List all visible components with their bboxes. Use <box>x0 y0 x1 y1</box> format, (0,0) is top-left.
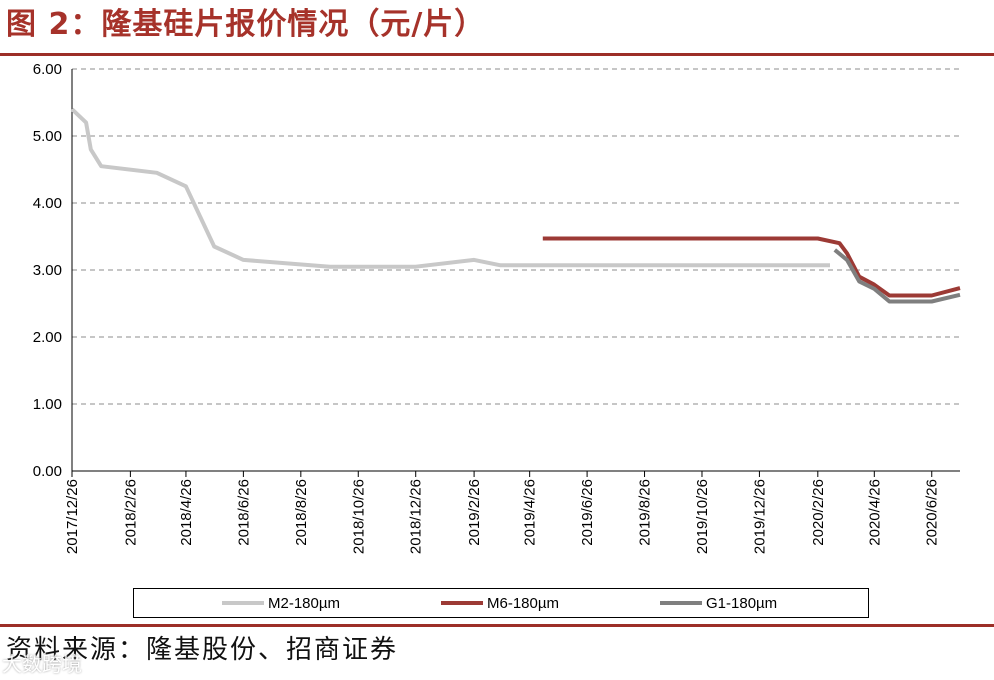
series-lines <box>70 107 961 304</box>
x-tick-label: 2019/2/26 <box>466 479 483 546</box>
legend-label-g1: G1-180µm <box>706 594 778 612</box>
watermark-text: 大数跨境 <box>2 652 82 676</box>
legend-item-g1: G1-180µm <box>660 589 777 617</box>
x-tick-label: 2018/12/26 <box>408 479 425 554</box>
series-line-1 <box>70 107 830 269</box>
x-tick-label: 2020/6/26 <box>924 479 941 546</box>
y-tick-label: 6.00 <box>33 61 62 78</box>
y-tick-label: 5.00 <box>33 128 62 145</box>
legend-label-m6: M6-180µm <box>487 594 559 612</box>
source-divider <box>0 624 994 627</box>
title-divider <box>0 53 994 56</box>
series-line-2 <box>542 236 961 298</box>
x-tick-label: 2018/6/26 <box>235 479 252 546</box>
x-tick-label: 2018/2/26 <box>122 479 139 546</box>
x-tick-label: 2018/10/26 <box>350 479 367 554</box>
x-tick-label: 2018/8/26 <box>293 479 310 546</box>
chart-legend: M2-180µm M6-180µm G1-180µm <box>133 588 869 618</box>
y-tick-labels: 0.00 1.00 2.00 3.00 4.00 5.00 6.00 <box>33 61 62 480</box>
x-tick-label: 2017/12/26 <box>64 479 81 554</box>
x-tick-label: 2019/8/26 <box>637 479 654 546</box>
gridlines <box>72 68 960 405</box>
x-tick-label: 2019/10/26 <box>694 479 711 554</box>
y-tick-label: 3.00 <box>33 262 62 279</box>
x-tick-labels: 2017/12/26 2018/2/26 2018/4/26 2018/6/26 201… <box>64 479 941 554</box>
legend-swatch-m6 <box>441 601 483 605</box>
y-tick-label: 1.00 <box>33 396 62 413</box>
legend-item-m2: M2-180µm <box>222 589 340 617</box>
x-tick-label: 2019/6/26 <box>579 479 596 546</box>
line-chart: 0.001.002.003.004.005.006.00 2017/12/26 2… <box>33 61 961 554</box>
axes <box>71 69 960 477</box>
legend-swatch-m2 <box>222 601 264 605</box>
y-tick-label: 0.00 <box>33 463 62 480</box>
legend-item-m6: M6-180µm <box>441 589 559 617</box>
legend-label-m2: M2-180µm <box>268 594 340 612</box>
legend-swatch-g1 <box>660 601 702 605</box>
series-line-3 <box>833 248 961 304</box>
x-tick-label: 2020/4/26 <box>866 479 883 546</box>
y-tick-label: 4.00 <box>33 195 62 212</box>
figure-title: 图 2：隆基硅片报价情况（元/片） <box>6 7 486 42</box>
source-note: 资料来源：隆基股份、招商证券 <box>6 635 399 665</box>
x-tick-label: 2018/4/26 <box>178 479 195 546</box>
y-tick-label: 2.00 <box>33 329 62 346</box>
x-tick-label: 2019/12/26 <box>751 479 768 554</box>
x-tick-label: 2020/2/26 <box>810 479 827 546</box>
x-tick-label: 2019/4/26 <box>522 479 539 546</box>
